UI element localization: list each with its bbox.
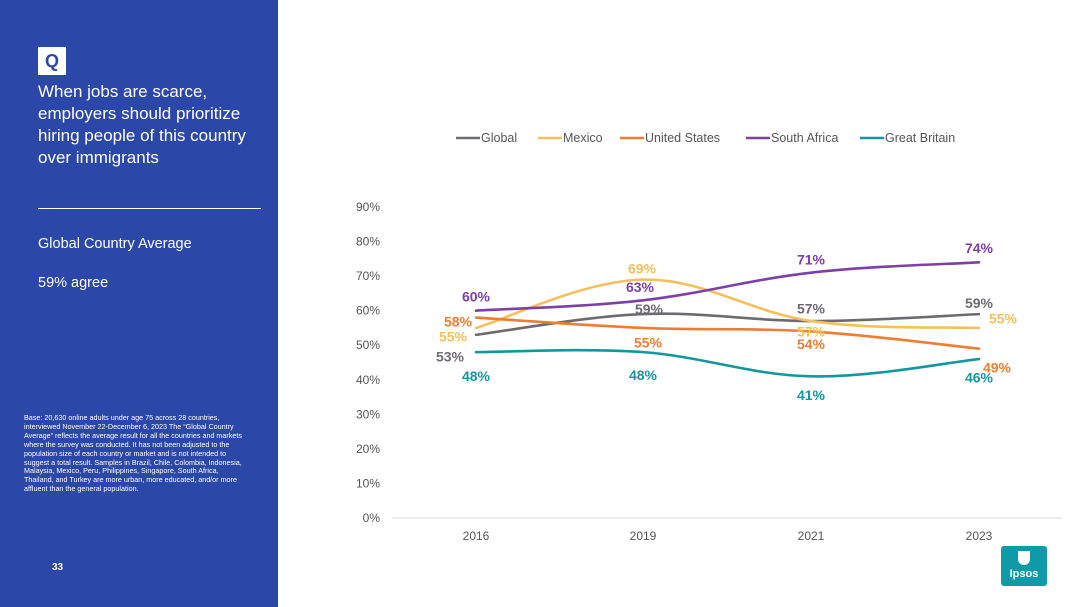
y-tick-label: 20% xyxy=(356,442,380,456)
series-line-mexico xyxy=(474,278,981,330)
data-label-global: 53% xyxy=(436,349,465,365)
data-label-great-britain: 41% xyxy=(797,387,826,403)
data-label-united-states: 55% xyxy=(634,335,663,351)
legend-label-global: Global xyxy=(481,131,517,145)
legend-label-south-africa: South Africa xyxy=(771,131,838,145)
logo-text: Ipsos xyxy=(1009,568,1039,580)
page-number: 33 xyxy=(52,562,64,573)
y-tick-label: 10% xyxy=(356,476,380,490)
data-label-mexico: 55% xyxy=(989,311,1018,327)
base-note: Base: 20,630 online adults under age 75 … xyxy=(24,413,242,494)
data-label-mexico: 69% xyxy=(628,260,657,276)
global-country-average-value: 59% agree xyxy=(38,275,109,291)
left-panel: Q When jobs are scarce, employers should… xyxy=(0,0,278,607)
y-tick-label: 40% xyxy=(356,373,380,387)
legend-label-mexico: Mexico xyxy=(563,131,603,145)
x-tick-label: 2016 xyxy=(463,529,490,543)
y-axis: 0% 10% 20% 30% 40% 50% 60% 70% 80% 90% xyxy=(356,200,380,525)
data-label-global: 59% xyxy=(965,295,994,311)
chart-legend: Global Mexico United States South Africa Gre… xyxy=(456,131,955,145)
series-line-global xyxy=(474,312,981,337)
x-axis: 2016 2019 2021 2023 xyxy=(392,517,1062,543)
divider xyxy=(38,208,261,209)
x-tick-label: 2019 xyxy=(630,529,657,543)
logo-mark-icon xyxy=(1018,551,1030,565)
legend-label-great-britain: Great Britain xyxy=(885,131,955,145)
series-line-great-britain xyxy=(474,348,981,378)
data-labels: 53%59% 57% 59%55%69%57%55%58%55% 54%49%60%6… xyxy=(436,240,1018,403)
global-country-average-label: Global Country Average xyxy=(38,236,192,252)
y-tick-label: 0% xyxy=(363,511,381,525)
series-line-united-states xyxy=(474,316,981,350)
data-label-great-britain: 48% xyxy=(462,368,491,384)
y-tick-label: 30% xyxy=(356,407,380,421)
legend-label-united-states: United States xyxy=(645,131,720,145)
question-text: When jobs are scarce, employers should p… xyxy=(38,82,246,167)
data-label-global: 59% xyxy=(635,301,664,317)
y-tick-label: 50% xyxy=(356,338,380,352)
question-badge: Q xyxy=(38,47,66,75)
series-line-south-africa xyxy=(474,260,981,312)
data-label-south-africa: 74% xyxy=(965,240,994,256)
x-tick-label: 2021 xyxy=(798,529,825,543)
y-tick-label: 60% xyxy=(356,304,380,318)
series-lines xyxy=(474,260,981,378)
data-label-global: 57% xyxy=(797,301,826,317)
y-tick-label: 80% xyxy=(356,235,380,249)
data-label-great-britain: 46% xyxy=(965,370,994,386)
ipsos-logo: Ipsos xyxy=(1001,546,1047,586)
data-label-south-africa: 60% xyxy=(462,288,491,304)
data-label-great-britain: 48% xyxy=(629,367,658,383)
y-tick-label: 70% xyxy=(356,269,380,283)
data-label-united-states: 58% xyxy=(444,313,473,329)
y-tick-label: 90% xyxy=(356,200,380,214)
data-label-mexico: 57% xyxy=(797,324,826,340)
data-label-united-states: 54% xyxy=(797,336,826,352)
data-label-mexico: 55% xyxy=(439,329,468,345)
data-label-south-africa: 71% xyxy=(797,251,826,267)
x-tick-label: 2023 xyxy=(966,529,993,543)
data-label-south-africa: 63% xyxy=(626,279,655,295)
data-label-united-states: 49% xyxy=(983,359,1012,375)
